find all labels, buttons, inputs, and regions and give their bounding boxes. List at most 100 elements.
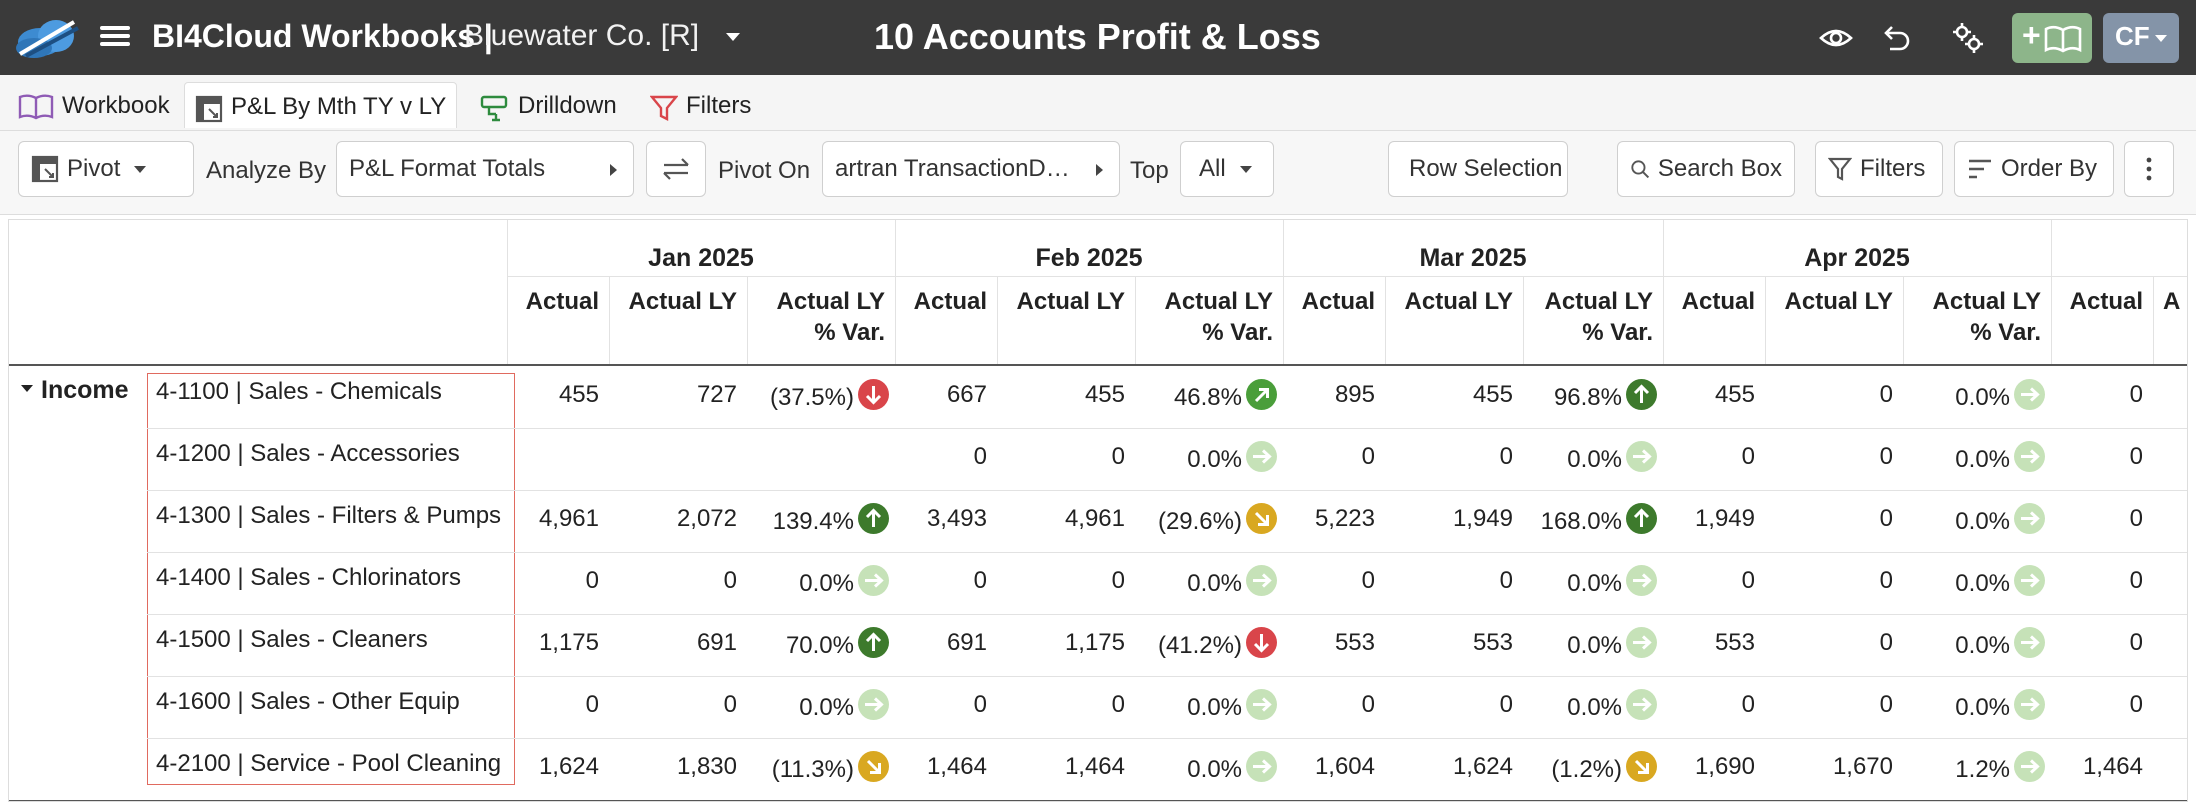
actual-ly-value[interactable]: 0 bbox=[1111, 691, 1125, 718]
column-header[interactable]: Actual LY % Var. bbox=[747, 286, 895, 348]
variance-cell[interactable]: (37.5%) bbox=[747, 376, 895, 412]
column-header[interactable]: Actual bbox=[913, 288, 987, 315]
search-box-button[interactable]: Search Box bbox=[1617, 141, 1795, 197]
variance-cell[interactable]: 1.2% bbox=[1903, 748, 2051, 784]
month-header[interactable]: Mar 2025 bbox=[1419, 244, 1527, 272]
pivot-dropdown[interactable]: Pivot bbox=[18, 141, 194, 197]
actual-value[interactable]: 0 bbox=[2129, 629, 2143, 656]
actual-value[interactable]: 553 bbox=[1334, 629, 1375, 656]
actual-ly-value[interactable]: 4,961 bbox=[1064, 505, 1125, 532]
tab-pl-by-month[interactable]: P&L By Mth TY v LY bbox=[184, 82, 458, 128]
actual-value[interactable]: 455 bbox=[1714, 381, 1755, 408]
add-workbook-button[interactable]: + bbox=[2012, 13, 2092, 63]
column-header[interactable]: Actual LY bbox=[1016, 288, 1125, 315]
account-label[interactable]: 4-2100 | Service - Pool Cleaning bbox=[156, 750, 502, 777]
actual-ly-value[interactable]: 1,830 bbox=[676, 753, 737, 780]
actual-value[interactable]: 0 bbox=[1741, 443, 1755, 470]
variance-cell[interactable]: 0.0% bbox=[747, 562, 895, 598]
variance-cell[interactable]: 0.0% bbox=[1135, 686, 1283, 722]
actual-value[interactable]: 1,604 bbox=[1314, 753, 1375, 780]
actual-ly-value[interactable]: 1,624 bbox=[1452, 753, 1513, 780]
column-header[interactable]: Actual bbox=[525, 288, 599, 315]
actual-ly-value[interactable]: 1,464 bbox=[1064, 753, 1125, 780]
actual-ly-value[interactable]: 727 bbox=[696, 381, 737, 408]
actual-value[interactable]: 1,949 bbox=[1694, 505, 1755, 532]
swap-button[interactable] bbox=[646, 141, 706, 197]
variance-cell[interactable]: (29.6%) bbox=[1135, 500, 1283, 536]
tab-filters[interactable]: Filters bbox=[640, 82, 761, 128]
month-header[interactable]: Feb 2025 bbox=[1035, 244, 1143, 272]
caret-down-icon[interactable] bbox=[21, 385, 33, 392]
variance-cell[interactable]: 0.0% bbox=[1135, 438, 1283, 474]
variance-cell[interactable]: 0.0% bbox=[1903, 562, 2051, 598]
actual-value[interactable]: 895 bbox=[1334, 381, 1375, 408]
actual-value[interactable]: 1,464 bbox=[926, 753, 987, 780]
actual-ly-value[interactable]: 0 bbox=[1879, 443, 1893, 470]
variance-cell[interactable] bbox=[747, 438, 895, 474]
actual-ly-value[interactable]: 0 bbox=[1879, 691, 1893, 718]
actual-ly-value[interactable]: 2,072 bbox=[676, 505, 737, 532]
actual-ly-value[interactable]: 0 bbox=[1879, 567, 1893, 594]
actual-ly-value[interactable]: 1,949 bbox=[1452, 505, 1513, 532]
undo-icon[interactable] bbox=[1878, 20, 1914, 56]
tab-workbook[interactable]: Workbook bbox=[8, 82, 180, 128]
actual-value[interactable]: 0 bbox=[1741, 691, 1755, 718]
top-select[interactable]: All bbox=[1180, 141, 1274, 197]
more-options-button[interactable] bbox=[2124, 141, 2174, 197]
actual-value[interactable]: 0 bbox=[1361, 443, 1375, 470]
actual-value[interactable]: 0 bbox=[2129, 443, 2143, 470]
variance-cell[interactable]: 46.8% bbox=[1135, 376, 1283, 412]
actual-value[interactable]: 667 bbox=[946, 381, 987, 408]
variance-cell[interactable]: 70.0% bbox=[747, 624, 895, 660]
actual-value[interactable]: 0 bbox=[2129, 381, 2143, 408]
actual-value[interactable]: 1,464 bbox=[2082, 753, 2143, 780]
actual-ly-value[interactable]: 553 bbox=[1472, 629, 1513, 656]
column-header[interactable]: Actual LY bbox=[1404, 288, 1513, 315]
actual-value[interactable]: 1,690 bbox=[1694, 753, 1755, 780]
month-header[interactable]: Jan 2025 bbox=[648, 244, 754, 272]
actual-ly-value[interactable]: 691 bbox=[696, 629, 737, 656]
variance-cell[interactable]: 139.4% bbox=[747, 500, 895, 536]
filters-button[interactable]: Filters bbox=[1815, 141, 1943, 197]
actual-ly-value[interactable]: 455 bbox=[1472, 381, 1513, 408]
analyze-by-select[interactable]: P&L Format Totals bbox=[336, 141, 634, 197]
group-income[interactable]: Income bbox=[21, 376, 129, 405]
variance-cell[interactable]: 0.0% bbox=[1903, 500, 2051, 536]
actual-ly-value[interactable]: 0 bbox=[1499, 691, 1513, 718]
column-header[interactable]: Actual LY % Var. bbox=[1523, 286, 1663, 348]
variance-cell[interactable]: 0.0% bbox=[1523, 562, 1663, 598]
actual-ly-value[interactable]: 1,175 bbox=[1064, 629, 1125, 656]
actual-value[interactable]: 3,493 bbox=[926, 505, 987, 532]
actual-value[interactable]: 455 bbox=[558, 381, 599, 408]
row-selection-button[interactable]: Row Selection bbox=[1388, 141, 1568, 197]
variance-cell[interactable]: 0.0% bbox=[747, 686, 895, 722]
actual-ly-value[interactable]: 0 bbox=[1879, 629, 1893, 656]
actual-value[interactable]: 1,175 bbox=[538, 629, 599, 656]
account-label[interactable]: 4-1200 | Sales - Accessories bbox=[156, 440, 460, 467]
column-header[interactable]: Actual LY % Var. bbox=[1135, 286, 1283, 348]
actual-value[interactable]: 0 bbox=[585, 567, 599, 594]
actual-value[interactable]: 0 bbox=[1361, 567, 1375, 594]
variance-cell[interactable]: (1.2%) bbox=[1523, 748, 1663, 784]
bi4cloud-logo-icon[interactable] bbox=[12, 14, 84, 60]
variance-cell[interactable]: (11.3%) bbox=[747, 748, 895, 784]
variance-cell[interactable]: 0.0% bbox=[1523, 624, 1663, 660]
actual-ly-value[interactable]: 0 bbox=[723, 567, 737, 594]
month-header[interactable]: Apr 2025 bbox=[1804, 244, 1910, 272]
actual-ly-value[interactable]: 455 bbox=[1084, 381, 1125, 408]
column-header[interactable]: Actual bbox=[1301, 288, 1375, 315]
actual-value[interactable]: 0 bbox=[1741, 567, 1755, 594]
account-label[interactable]: 4-1300 | Sales - Filters & Pumps bbox=[156, 502, 502, 529]
actual-value[interactable]: 0 bbox=[585, 691, 599, 718]
variance-cell[interactable]: 0.0% bbox=[1903, 376, 2051, 412]
user-menu-button[interactable]: CF bbox=[2103, 13, 2179, 63]
actual-value[interactable]: 0 bbox=[2129, 567, 2143, 594]
column-header[interactable]: Actual LY bbox=[628, 288, 737, 315]
column-header[interactable]: Actual bbox=[2069, 288, 2143, 315]
column-header[interactable]: Actual LY % Var. bbox=[1903, 286, 2051, 348]
actual-value[interactable]: 0 bbox=[973, 691, 987, 718]
actual-ly-value[interactable]: 0 bbox=[1499, 567, 1513, 594]
actual-value[interactable]: 0 bbox=[2129, 505, 2143, 532]
actual-ly-value[interactable]: 0 bbox=[1879, 381, 1893, 408]
actual-value[interactable]: 0 bbox=[1361, 691, 1375, 718]
